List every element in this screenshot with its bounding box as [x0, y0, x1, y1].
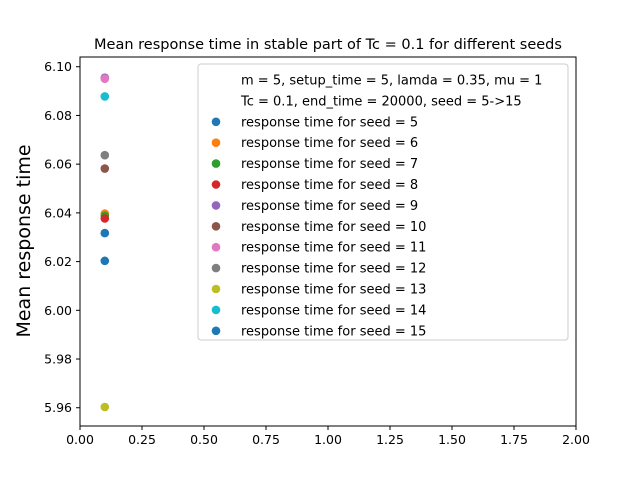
legend-header-line: Tc = 0.1, end_time = 20000, seed = 5->15 — [240, 94, 522, 109]
x-tick-label: 1.50 — [438, 432, 466, 447]
y-tick-label: 5.98 — [44, 352, 72, 367]
plot-area — [79, 56, 577, 427]
legend-marker-series-9 — [211, 284, 221, 294]
x-tick-label: 2.00 — [562, 432, 590, 447]
legend: m = 5, setup_time = 5, lamda = 0.35, mu … — [197, 63, 569, 341]
y-tick-label: 6.04 — [44, 205, 72, 220]
legend-marker-series-8 — [211, 263, 221, 273]
x-tick-label: 0.00 — [66, 432, 94, 447]
legend-label-series-3: response time for seed = 7 — [241, 157, 418, 172]
data-point-series-10 — [100, 92, 110, 101]
legend-marker-series-6 — [211, 222, 221, 231]
legend-marker-series-3 — [211, 159, 221, 168]
legend-label-series-10: response time for seed = 14 — [241, 303, 426, 318]
data-point-series-6 — [100, 164, 110, 173]
data-point-series-8 — [100, 150, 110, 160]
y-tick-label: 5.96 — [44, 400, 72, 415]
legend-label-series-9: response time for seed = 13 — [241, 283, 426, 298]
y-tick-label: 6.08 — [44, 108, 72, 123]
legend-header-line: m = 5, setup_time = 5, lamda = 0.35, mu … — [241, 74, 542, 89]
legend-label-series-8: response time for seed = 12 — [241, 262, 426, 277]
legend-label-series-5: response time for seed = 9 — [241, 199, 418, 214]
legend-marker-series-10 — [211, 305, 221, 315]
x-tick-label: 0.25 — [128, 432, 156, 447]
legend-label-series-7: response time for seed = 11 — [241, 241, 426, 256]
legend-marker-series-2 — [211, 138, 221, 147]
x-tick-label: 1.75 — [500, 432, 528, 447]
y-axis-label: Mean response time — [13, 144, 35, 337]
data-point-series-1 — [100, 228, 110, 238]
legend-label-series-2: response time for seed = 6 — [241, 136, 418, 151]
data-point-series-7 — [100, 74, 110, 83]
legend-marker-series-4 — [211, 180, 221, 189]
y-tick-label: 6.02 — [44, 254, 72, 269]
data-point-series-11 — [100, 256, 110, 266]
legend-box — [197, 63, 569, 341]
data-point-series-4 — [100, 214, 110, 223]
x-tick-label: 0.50 — [190, 432, 218, 447]
y-tick-label: 6.06 — [44, 157, 72, 172]
x-axis: 0.00 0.25 0.50 0.75 1.00 1.25 1.50 1.75 2.00 — [66, 426, 590, 447]
legend-marker-series-1 — [211, 117, 221, 127]
legend-marker-series-11 — [211, 326, 221, 336]
y-tick-label: 6.10 — [44, 59, 72, 74]
legend-marker-series-5 — [211, 201, 221, 210]
x-tick-label: 0.75 — [252, 432, 280, 447]
legend-label-series-6: response time for seed = 10 — [241, 220, 426, 235]
legend-label-series-11: response time for seed = 15 — [241, 324, 426, 339]
x-tick-label: 1.25 — [376, 432, 404, 447]
legend-label-series-1: response time for seed = 5 — [241, 115, 418, 130]
y-tick-label: 6.00 — [44, 303, 72, 318]
data-point-series-9 — [100, 402, 110, 412]
chart-title: Mean response time in stable part of Tc … — [94, 37, 562, 53]
y-axis: 5.96 5.98 6.00 6.02 6.04 6.06 6.08 6.10 — [44, 59, 80, 415]
legend-label-series-4: response time for seed = 8 — [241, 178, 418, 193]
legend-marker-series-7 — [211, 242, 221, 252]
x-tick-label: 1.00 — [314, 432, 342, 447]
